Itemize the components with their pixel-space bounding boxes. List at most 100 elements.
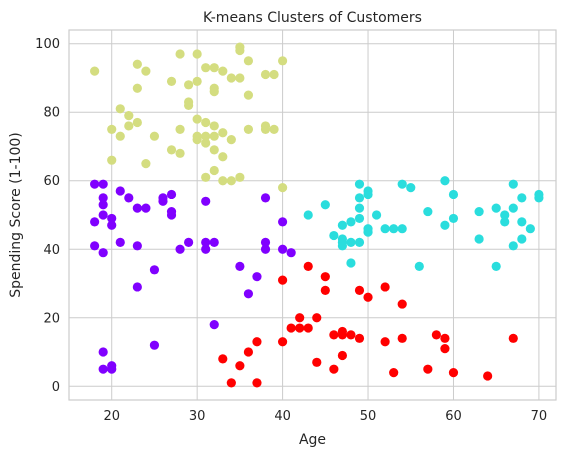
data-point-cluster-2 [346, 217, 356, 227]
data-point-cluster-0 [201, 237, 211, 248]
data-point-cluster-1 [218, 66, 228, 76]
data-point-cluster-0 [107, 213, 117, 224]
data-point-cluster-0 [235, 261, 245, 271]
data-point-cluster-3 [508, 333, 518, 343]
data-point-cluster-3 [329, 364, 339, 374]
data-point-cluster-0 [252, 272, 262, 282]
data-point-cluster-3 [380, 337, 390, 347]
data-point-cluster-2 [346, 237, 356, 248]
data-point-cluster-1 [201, 138, 211, 148]
data-point-cluster-1 [243, 90, 254, 100]
data-point-cluster-0 [90, 179, 100, 189]
data-point-cluster-0 [209, 320, 219, 330]
data-point-cluster-3 [397, 333, 407, 343]
data-point-cluster-0 [175, 244, 185, 254]
data-point-cluster-2 [517, 234, 527, 244]
data-point-cluster-0 [98, 193, 108, 203]
y-axis-label: Spending Score (1-100) [8, 132, 24, 298]
data-point-cluster-2 [508, 203, 518, 213]
data-point-cluster-3 [363, 292, 373, 302]
data-point-cluster-2 [448, 213, 459, 224]
data-point-cluster-1 [107, 124, 117, 134]
data-point-cluster-1 [124, 121, 134, 131]
data-point-cluster-3 [286, 323, 296, 333]
data-point-cluster-2 [414, 261, 424, 271]
data-point-cluster-1 [209, 63, 219, 73]
data-point-cluster-1 [235, 45, 245, 56]
x-tick-label: 60 [445, 409, 462, 424]
data-point-cluster-1 [209, 121, 219, 131]
data-point-cluster-1 [192, 114, 202, 124]
x-tick-label: 20 [103, 409, 120, 424]
data-point-cluster-1 [235, 73, 245, 83]
x-tick-label: 70 [531, 409, 548, 424]
data-point-cluster-1 [115, 104, 125, 114]
data-point-cluster-0 [98, 200, 108, 210]
data-point-cluster-1 [209, 145, 219, 155]
data-point-cluster-3 [303, 261, 313, 271]
x-tick-label: 30 [189, 409, 206, 424]
data-point-cluster-0 [115, 186, 125, 196]
data-point-cluster-3 [320, 285, 330, 295]
data-point-cluster-0 [132, 203, 142, 213]
data-point-cluster-1 [218, 152, 228, 162]
data-point-cluster-2 [329, 230, 339, 241]
data-point-cluster-1 [166, 76, 177, 86]
data-point-cluster-1 [132, 59, 142, 69]
data-point-cluster-2 [354, 179, 365, 189]
data-point-cluster-0 [90, 241, 100, 251]
data-point-cluster-1 [132, 83, 142, 93]
data-point-cluster-1 [201, 63, 211, 73]
data-point-cluster-0 [201, 196, 211, 206]
data-point-cluster-1 [107, 155, 117, 165]
data-point-cluster-1 [235, 172, 245, 182]
data-point-cluster-2 [337, 237, 348, 248]
data-point-cluster-1 [149, 131, 160, 141]
data-point-cluster-1 [166, 145, 177, 155]
data-point-cluster-0 [158, 193, 168, 203]
data-point-cluster-3 [226, 378, 236, 388]
data-point-cluster-2 [354, 213, 365, 224]
data-point-cluster-1 [277, 182, 288, 193]
data-point-cluster-2 [406, 182, 416, 193]
data-point-cluster-2 [303, 210, 313, 220]
data-point-cluster-0 [184, 237, 194, 248]
data-point-cluster-2 [491, 261, 501, 271]
data-point-cluster-2 [354, 237, 365, 248]
data-point-cluster-3 [448, 367, 459, 378]
data-point-cluster-2 [474, 206, 484, 217]
data-point-cluster-0 [107, 361, 117, 371]
data-point-cluster-1 [141, 159, 151, 169]
data-point-cluster-0 [98, 364, 108, 374]
data-point-cluster-2 [448, 189, 459, 200]
data-point-cluster-2 [508, 241, 518, 251]
data-point-cluster-3 [312, 357, 322, 367]
data-point-cluster-0 [98, 248, 108, 258]
data-point-cluster-1 [132, 117, 142, 128]
data-point-cluster-0 [124, 193, 134, 203]
data-point-cluster-2 [508, 179, 518, 189]
data-point-cluster-1 [175, 124, 185, 134]
data-point-cluster-2 [397, 224, 407, 234]
data-point-cluster-0 [115, 237, 125, 248]
data-point-cluster-1 [184, 80, 194, 90]
y-tick-label: 100 [35, 37, 60, 52]
data-point-cluster-3 [252, 378, 262, 388]
data-point-cluster-3 [218, 354, 228, 364]
data-point-cluster-0 [209, 237, 219, 248]
data-point-cluster-2 [354, 203, 365, 213]
data-point-cluster-2 [440, 220, 450, 230]
data-point-cluster-2 [534, 193, 544, 203]
data-point-cluster-3 [337, 330, 348, 340]
data-point-cluster-0 [98, 347, 108, 357]
x-axis-label: Age [299, 432, 326, 448]
data-point-cluster-1 [115, 131, 125, 141]
data-point-cluster-3 [440, 344, 450, 354]
data-point-cluster-0 [277, 244, 288, 254]
data-point-cluster-0 [141, 203, 151, 213]
data-point-cluster-2 [474, 234, 484, 244]
data-point-cluster-3 [243, 347, 254, 357]
data-point-cluster-2 [320, 200, 330, 210]
data-point-cluster-3 [295, 313, 305, 323]
